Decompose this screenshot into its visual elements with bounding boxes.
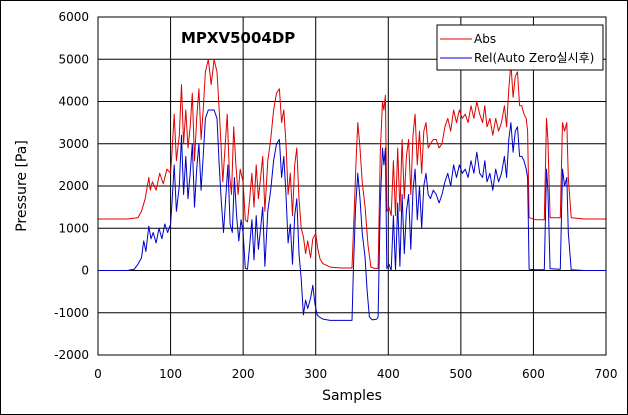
y-tick-label: 0 <box>81 264 89 278</box>
y-tick-label: -2000 <box>54 348 89 362</box>
x-axis-ticks: 0 100 200 300 400 500 600 700 <box>94 367 617 381</box>
x-tick-label: 500 <box>449 367 472 381</box>
y-tick-label: 5000 <box>58 52 89 66</box>
y-tick-label: 6000 <box>58 10 89 24</box>
legend-box <box>436 24 604 71</box>
y-axis-title: Pressure [Pa] <box>14 140 30 232</box>
y-tick-label: -1000 <box>54 306 89 320</box>
x-tick-label: 100 <box>159 367 182 381</box>
x-tick-label: 0 <box>94 367 102 381</box>
y-tick-label: 4000 <box>58 95 89 109</box>
x-tick-label: 300 <box>304 367 327 381</box>
x-tick-label: 700 <box>595 367 618 381</box>
x-tick-label: 200 <box>232 367 255 381</box>
y-tick-label: 3000 <box>58 137 89 151</box>
y-axis-ticks: -2000 -1000 0 1000 2000 3000 4000 5000 6000 <box>54 10 89 362</box>
y-tick-label: 2000 <box>58 179 89 193</box>
y-tick-label: 1000 <box>58 221 89 235</box>
legend-label-rel: Rel(Auto Zero실시후) <box>474 51 594 65</box>
chart-title: MPXV5004DP <box>181 29 295 47</box>
legend-label-abs: Abs <box>474 32 496 46</box>
series-line-0 <box>98 58 606 269</box>
series-line-1 <box>98 109 606 321</box>
x-axis-title: Samples <box>322 388 382 404</box>
legend: Abs Rel(Auto Zero실시후) <box>436 24 604 71</box>
x-tick-label: 600 <box>522 367 545 381</box>
series-layer <box>98 58 606 321</box>
plot-area <box>97 16 607 356</box>
x-tick-label: 400 <box>377 367 400 381</box>
